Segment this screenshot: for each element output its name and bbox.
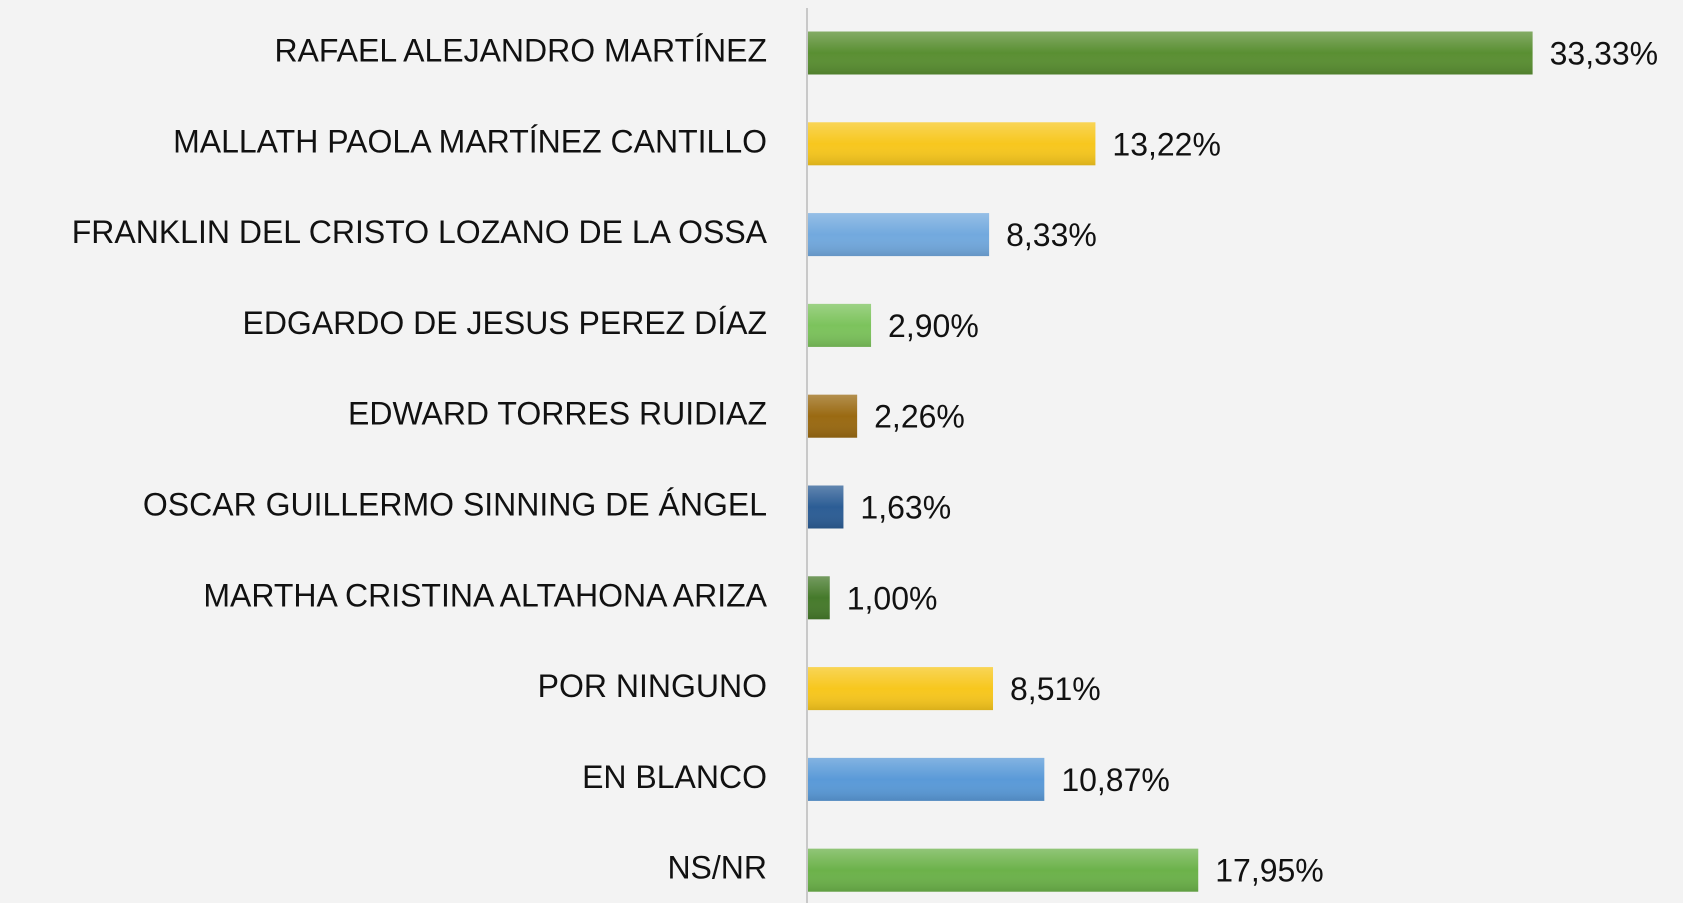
bar-shine (808, 485, 844, 529)
category-label: OSCAR GUILLERMO SINNING DE ÁNGEL (143, 486, 767, 522)
bar-shine (808, 757, 1045, 801)
bar-shine (808, 667, 994, 711)
value-label: 33,33% (1550, 35, 1659, 71)
value-label: 2,26% (874, 399, 965, 435)
category-label: EN BLANCO (582, 759, 767, 795)
value-label: 13,22% (1112, 126, 1221, 162)
value-label: 10,87% (1061, 762, 1170, 798)
bar-shine (808, 122, 1096, 166)
bar-shine (808, 31, 1533, 75)
category-label: EDWARD TORRES RUIDIAZ (348, 396, 767, 432)
bar-shine (808, 394, 858, 438)
category-label: MALLATH PAOLA MARTÍNEZ CANTILLO (173, 123, 767, 159)
value-label: 1,63% (860, 489, 951, 525)
bar-shine (808, 576, 830, 620)
bar-shine (808, 848, 1199, 892)
category-label: POR NINGUNO (538, 668, 767, 704)
category-label: RAFAEL ALEJANDRO MARTÍNEZ (274, 32, 767, 68)
category-label: FRANKLIN DEL CRISTO LOZANO DE LA OSSA (72, 214, 768, 250)
category-label: MARTHA CRISTINA ALTAHONA ARIZA (203, 577, 767, 613)
value-label: 17,95% (1215, 853, 1324, 889)
value-label: 2,90% (888, 308, 979, 344)
category-label: NS/NR (667, 850, 767, 886)
value-label: 8,33% (1006, 217, 1097, 253)
bar-shine (808, 213, 990, 257)
value-label: 1,00% (847, 580, 938, 616)
value-label: 8,51% (1010, 671, 1101, 707)
bar-shine (808, 303, 872, 347)
category-label: EDGARDO DE JESUS PEREZ DÍAZ (242, 305, 767, 341)
